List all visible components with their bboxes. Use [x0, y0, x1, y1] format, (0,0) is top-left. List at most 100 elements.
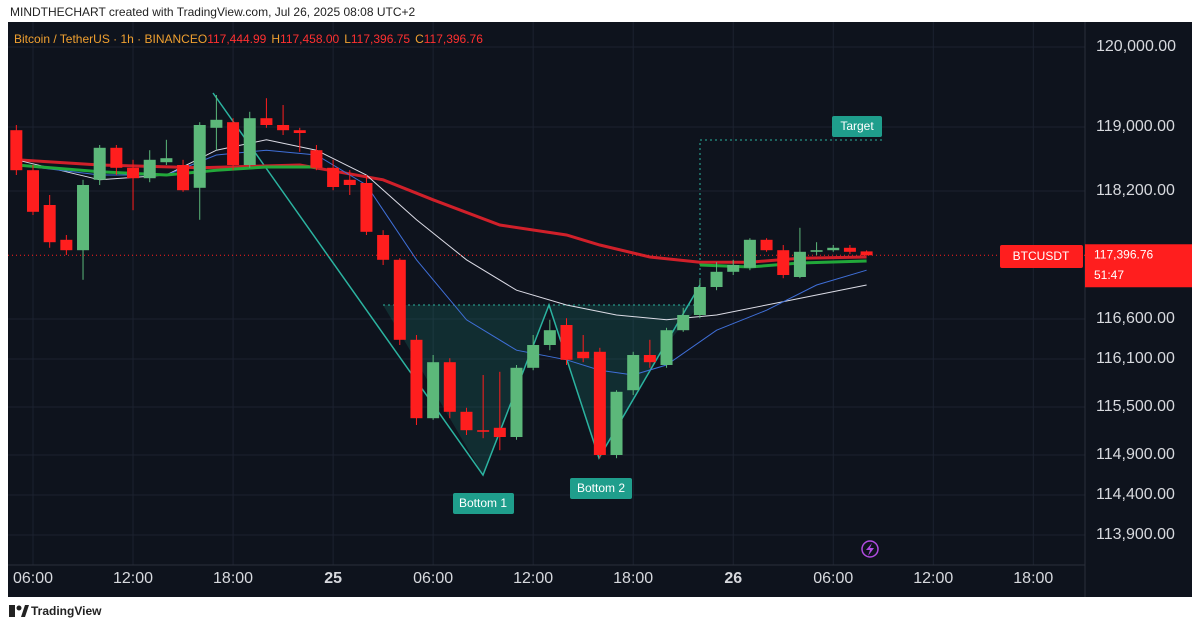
candle-body	[827, 247, 840, 251]
annotation: Target	[840, 119, 874, 133]
candle-body	[310, 150, 323, 168]
moving-average	[16, 149, 867, 376]
candle-body	[127, 167, 140, 179]
pattern-zigzag	[212, 92, 701, 477]
candle-body	[760, 239, 773, 251]
candle-body	[527, 345, 540, 368]
x-tick-label: 18:00	[1013, 570, 1053, 587]
logo-part	[16, 605, 22, 611]
candle-body	[293, 130, 306, 133]
legend-value: 117,396.76	[424, 32, 483, 46]
candle-body	[343, 179, 356, 185]
candle-body	[377, 235, 390, 260]
annotation: Bottom 1	[459, 496, 507, 510]
x-tick-label: 18:00	[613, 570, 653, 587]
x-tick-label: 12:00	[913, 570, 953, 587]
candle-body	[410, 339, 423, 419]
legend-key: O	[198, 32, 207, 46]
candle-body	[810, 250, 823, 252]
symbol-tag-box	[1000, 245, 1083, 268]
y-tick-label: 114,900.00	[1096, 446, 1175, 463]
symbol-line: Bitcoin / TetherUS · 1h · BINANCE	[14, 32, 198, 46]
event-icon-bolt	[866, 543, 874, 556]
candle-body	[560, 325, 573, 360]
legend-value: 117,396.75	[351, 32, 410, 46]
candle-body	[460, 411, 473, 431]
candle-body	[327, 167, 340, 187]
last-price-box	[1085, 244, 1192, 288]
grid	[8, 22, 1085, 565]
candle-body	[243, 118, 256, 165]
y-tick-label: 120,000.00	[1096, 38, 1176, 55]
candle-body	[360, 183, 373, 232]
candle-body	[177, 165, 190, 191]
y-tick-label: 115,500.00	[1096, 398, 1175, 415]
candle-body	[677, 315, 690, 331]
candle-body	[227, 122, 240, 165]
y-tick-label: 113,900.00	[1096, 526, 1175, 543]
moving-average	[16, 158, 867, 264]
candle-body	[627, 355, 640, 391]
candle-body	[543, 330, 556, 345]
legend: Bitcoin / TetherUS · 1h · BINANCEO117,44…	[14, 32, 483, 46]
candles	[10, 95, 873, 459]
symbol-tag: BTCUSDT	[1013, 249, 1070, 263]
legend-value: 117,458.00	[280, 32, 339, 46]
candle-body	[643, 355, 656, 363]
x-tick-label: 06:00	[13, 570, 53, 587]
y-tick-label: 116,600.00	[1096, 310, 1175, 327]
x-tick-label: 12:00	[113, 570, 153, 587]
pattern-fill	[383, 305, 700, 475]
candle-body	[160, 158, 173, 163]
candle-body	[277, 125, 290, 131]
candle-body	[493, 427, 506, 437]
chart-panel	[8, 22, 1192, 597]
event-icon[interactable]	[861, 540, 879, 558]
legend-key: L	[344, 32, 351, 46]
candle-body	[510, 367, 523, 437]
annotation-box	[832, 116, 882, 137]
candle-body	[693, 287, 706, 315]
candle-body	[577, 351, 590, 359]
y-tick-label: 119,000.00	[1096, 118, 1175, 135]
legend-key: C	[415, 32, 424, 46]
annotation-box	[453, 493, 514, 514]
candle-body	[477, 430, 490, 432]
countdown: 51:47	[1094, 268, 1124, 282]
legend-key: H	[271, 32, 280, 46]
candle-body	[10, 130, 23, 171]
candle-body	[393, 259, 406, 340]
legend-value: 117,444.99	[207, 32, 266, 46]
candle-body	[843, 247, 856, 252]
y-tick-label: 114,400.00	[1096, 486, 1175, 503]
x-tick-label: 18:00	[213, 570, 253, 587]
logo-part	[21, 605, 29, 617]
x-tick-label: 26	[724, 570, 742, 587]
candle-body	[27, 170, 40, 212]
annotation-box	[570, 478, 632, 499]
candle-body	[77, 185, 90, 251]
candle-body	[210, 119, 223, 128]
candle-body	[860, 251, 873, 256]
candle-body	[193, 125, 206, 188]
candle-body	[60, 239, 73, 251]
candle-body	[443, 362, 456, 412]
candle-body	[593, 351, 606, 455]
ohlc-legend: Bitcoin / TetherUS · 1h · BINANCEO117,44…	[14, 32, 483, 46]
candle-body	[110, 147, 123, 168]
candle-body	[777, 250, 790, 275]
x-tick-label: 25	[324, 570, 342, 587]
last-price-label: 117,396.76	[1094, 247, 1153, 261]
footer-logo	[9, 605, 29, 617]
footer-brand: TradingView	[31, 604, 102, 618]
y-tick-label: 118,200.00	[1096, 182, 1175, 199]
x-tick-label: 06:00	[813, 570, 853, 587]
candle-body	[660, 330, 673, 365]
x-tick-label: 12:00	[513, 570, 553, 587]
candle-body	[610, 391, 623, 455]
moving-average	[16, 163, 867, 269]
candle-body	[260, 118, 273, 125]
target-line	[699, 139, 885, 300]
annotation: Bottom 2	[577, 481, 625, 495]
